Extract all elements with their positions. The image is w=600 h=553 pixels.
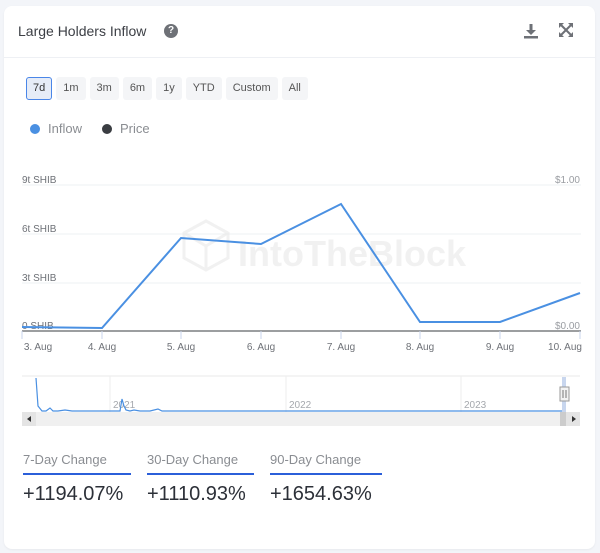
legend-label-price: Price [119,121,150,136]
time-range-selector: 7d 1m 3m 6m 1y YTD Custom All [26,77,308,100]
stat-value: +1654.63% [270,483,372,505]
svg-text:6t SHIB: 6t SHIB [22,224,57,235]
svg-text:3t SHIB: 3t SHIB [22,273,57,284]
inflow-line[interactable] [21,202,581,330]
svg-text:IntoTheBlock: IntoTheBlock [238,233,467,274]
svg-text:$0.00: $0.00 [555,321,580,332]
change-stats: 7-Day Change +1194.07% 30-Day Change +11… [23,452,382,506]
stat-30-day: 30-Day Change +1110.93% [147,452,254,506]
download-icon[interactable] [523,23,539,39]
fullscreen-icon[interactable] [559,23,573,37]
legend-label-inflow: Inflow [48,121,82,136]
svg-text:8. Aug: 8. Aug [406,342,434,353]
y-axis-right: $1.00 $0.00 [555,175,580,332]
svg-text:7. Aug: 7. Aug [327,342,355,353]
stat-90-day: 90-Day Change +1654.63% [270,452,382,506]
stat-7-day: 7-Day Change +1194.07% [23,452,131,506]
stat-value: +1110.93% [147,483,246,505]
chart-legend: Inflow Price [30,121,170,136]
navigator-series-line [35,377,562,412]
range-3m-button[interactable]: 3m [89,77,119,100]
range-7d-button[interactable]: 7d [26,77,53,100]
help-icon[interactable]: ? [164,24,178,38]
x-axis-ticks [21,331,581,339]
scroll-left-arrow-icon [27,416,31,422]
stat-value: +1194.07% [23,483,124,505]
stat-label: 7-Day Change [23,452,131,475]
svg-text:9t SHIB: 9t SHIB [22,175,57,186]
navigator-year-labels: 2021 2022 2023 [113,400,487,411]
range-6m-button[interactable]: 6m [122,77,153,100]
range-1y-button[interactable]: 1y [156,77,182,100]
navigator-handle[interactable] [559,386,570,402]
svg-text:6. Aug: 6. Aug [247,342,275,353]
navigator[interactable]: 2021 2022 2023 [22,375,580,426]
grid-lines [22,184,581,284]
x-axis-labels: 3. Aug 4. Aug 5. Aug 6. Aug 7. Aug 8. Au… [24,342,582,353]
range-custom-button[interactable]: Custom [225,77,278,100]
intotheblock-watermark: IntoTheBlock [182,219,467,274]
svg-text:10. Aug: 10. Aug [548,342,582,353]
navigator-scrollbar[interactable] [22,412,580,426]
inflow-dot-icon [30,123,40,134]
card-header: Large Holders Inflow ? [4,6,595,58]
scrollbar-thumb[interactable] [560,412,567,426]
svg-text:3. Aug: 3. Aug [24,342,52,353]
range-ytd-button[interactable]: YTD [185,77,222,100]
price-dot-icon [101,123,112,134]
svg-text:2023: 2023 [464,400,487,411]
y-axis-left: 9t SHIB 6t SHIB 3t SHIB 0 SHIB [22,175,57,332]
widget-title: Large Holders Inflow [18,23,147,39]
large-holders-inflow-card: Large Holders Inflow ? 7d 1m 3m 6m 1y YT… [4,6,595,549]
svg-text:5. Aug: 5. Aug [167,342,195,353]
range-all-button[interactable]: All [281,77,308,100]
svg-text:$1.00: $1.00 [555,175,580,186]
svg-text:2022: 2022 [289,400,312,411]
svg-text:9. Aug: 9. Aug [486,342,514,353]
svg-text:4. Aug: 4. Aug [88,342,116,353]
legend-item-price[interactable]: Price [101,121,150,136]
range-1m-button[interactable]: 1m [56,77,86,100]
scroll-right-arrow-icon [572,416,576,422]
stat-label: 30-Day Change [147,452,254,475]
legend-item-inflow[interactable]: Inflow [30,121,82,136]
stat-label: 90-Day Change [270,452,382,475]
